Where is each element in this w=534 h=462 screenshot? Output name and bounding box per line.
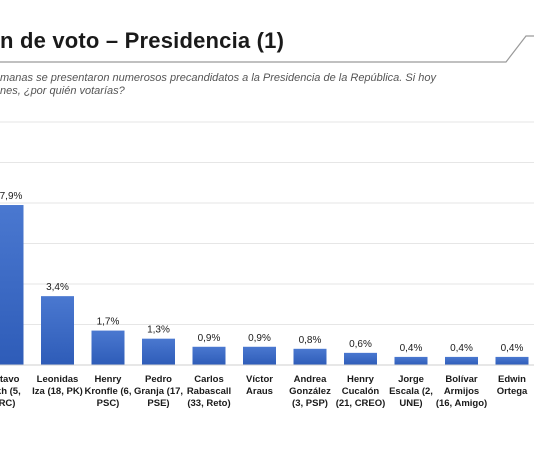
category-label: Jorge Escala (2, UNE) <box>389 374 433 409</box>
data-label: 1,3% <box>147 325 170 336</box>
question-line-1: manas se presentaron numerosos precandid… <box>0 72 436 84</box>
bar <box>495 356 529 365</box>
data-label: 0,4% <box>450 343 473 354</box>
question-line-2: nes, ¿por quién votarías? <box>0 85 125 97</box>
bar <box>243 346 276 365</box>
data-label: 0,8% <box>299 335 322 346</box>
bar <box>41 296 74 365</box>
title-rule <box>0 35 534 63</box>
data-label: 1,7% <box>97 317 120 328</box>
category-label: Leonidas Iza (18, PK) <box>32 374 83 397</box>
bar <box>293 348 327 365</box>
data-label: 3,4% <box>46 282 69 293</box>
page-title: n de voto – Presidencia (1) <box>0 28 285 53</box>
bar <box>192 346 226 365</box>
bar <box>91 330 125 365</box>
data-label: 0,4% <box>501 343 524 354</box>
category-label: Andrea González (3, PSP) <box>289 374 331 409</box>
data-label: 0,9% <box>198 333 221 344</box>
bar <box>394 356 428 365</box>
bar <box>445 356 478 365</box>
bar <box>344 352 377 365</box>
category-label: Víctor Araus <box>246 374 273 397</box>
category-label: Pedro Granja (17, PSE) <box>134 374 183 409</box>
category-label: Carlos Rabascall (33, Reto) <box>187 374 231 409</box>
category-label: Edwin Ortega <box>497 374 528 397</box>
bar <box>0 205 24 365</box>
data-label: 7,9% <box>0 191 23 202</box>
survey-question: manas se presentaron numerosos precandid… <box>0 72 534 98</box>
data-label: 0,4% <box>400 343 423 354</box>
category-label: Henry Kronfle (6, PSC) <box>85 374 132 409</box>
category-label: Henry Cucalón (21, CREO) <box>336 374 386 409</box>
data-label: 0,9% <box>248 333 271 344</box>
category-label: Bolívar Armijos (16, Amigo) <box>436 374 487 409</box>
bar <box>142 338 175 365</box>
data-label: 0,6% <box>349 339 372 350</box>
category-label: stavolkh (5,RC) <box>0 374 21 409</box>
